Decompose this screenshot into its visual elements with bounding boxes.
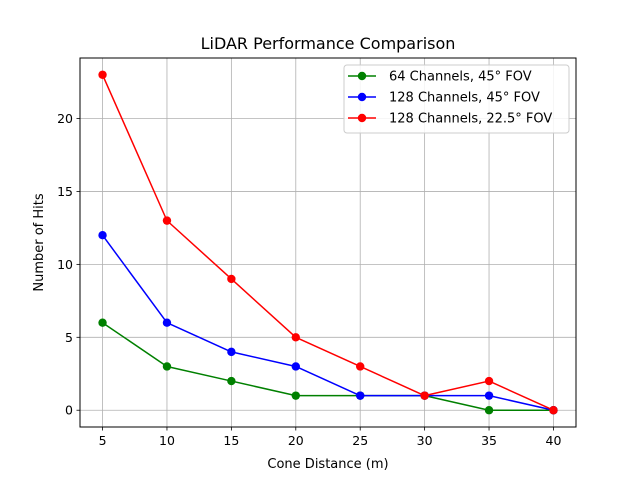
data-point <box>227 274 236 284</box>
x-tick-label: 40 <box>546 433 562 448</box>
data-point <box>162 318 172 327</box>
chart-title: LiDAR Performance Comparison <box>201 34 456 53</box>
x-axis-title: Cone Distance (m) <box>267 457 388 472</box>
x-tick-label: 5 <box>99 433 107 448</box>
data-point <box>162 216 172 225</box>
data-point <box>484 406 494 415</box>
y-tick-label: 0 <box>65 403 73 418</box>
data-point <box>291 333 300 342</box>
y-axis-title: Number of Hits <box>32 193 47 292</box>
y-tick-label: 10 <box>57 257 73 272</box>
series-3 <box>98 70 558 415</box>
legend-label: 128 Channels, 45° FOV <box>389 91 540 106</box>
data-point <box>162 362 172 371</box>
data-point <box>98 231 107 240</box>
data-point <box>291 362 300 371</box>
plot-frame <box>79 57 577 428</box>
y-tick-label: 15 <box>57 184 73 199</box>
x-tick-label: 35 <box>481 433 497 448</box>
legend-label: 128 Channels, 22.5° FOV <box>389 112 552 127</box>
data-point <box>98 70 107 79</box>
data-point <box>356 362 365 371</box>
data-point <box>484 376 494 386</box>
legend-marker <box>357 92 367 102</box>
data-point <box>98 318 107 327</box>
data-point <box>484 391 494 400</box>
legend-frame <box>343 64 570 134</box>
data-point <box>227 347 236 357</box>
data-point <box>356 391 365 400</box>
data-point <box>227 376 236 386</box>
x-tick-label: 10 <box>159 433 175 448</box>
ticks: 5 10 15 20 25 30 35 40 0 5 10 15 20 <box>57 111 561 448</box>
series-line <box>101 234 554 411</box>
legend-label: 64 Channels, 45° FOV <box>389 70 532 85</box>
data-point <box>420 391 429 400</box>
legend: 64 Channels, 45° FOV 128 Channels, 45° FO… <box>343 64 570 134</box>
y-tick-label: 20 <box>57 111 73 126</box>
x-tick-label: 20 <box>288 433 304 448</box>
data-point <box>549 406 558 415</box>
legend-marker <box>357 113 367 123</box>
x-tick-label: 25 <box>352 433 368 448</box>
x-tick-label: 15 <box>223 433 239 448</box>
y-tick-label: 5 <box>65 330 73 345</box>
series-line <box>101 74 554 411</box>
legend-marker <box>357 71 367 81</box>
series-layer <box>98 70 558 415</box>
data-point <box>291 391 300 400</box>
series-line <box>102 322 554 411</box>
x-tick-label: 30 <box>417 433 433 448</box>
